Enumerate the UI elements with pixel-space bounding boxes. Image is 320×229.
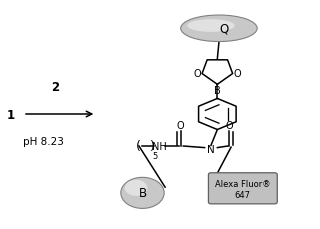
Text: N: N — [207, 145, 215, 155]
Text: O: O — [226, 120, 233, 130]
Text: ): ) — [150, 139, 155, 152]
Text: 2: 2 — [51, 81, 59, 94]
Circle shape — [125, 180, 148, 196]
FancyBboxPatch shape — [208, 173, 277, 204]
Text: 647: 647 — [235, 190, 251, 199]
Text: B: B — [139, 187, 147, 199]
Text: O: O — [177, 120, 185, 130]
Text: Alexa Fluor®: Alexa Fluor® — [215, 180, 271, 189]
Text: Q: Q — [219, 23, 228, 36]
Text: O: O — [234, 69, 241, 79]
Circle shape — [121, 177, 164, 209]
Text: 5: 5 — [152, 151, 158, 160]
Text: NH: NH — [152, 141, 166, 151]
Text: 1: 1 — [7, 108, 15, 121]
Ellipse shape — [187, 20, 235, 33]
Text: B: B — [214, 86, 221, 96]
Text: pH 8.23: pH 8.23 — [23, 137, 64, 147]
Text: (: ( — [136, 139, 141, 152]
Ellipse shape — [181, 16, 257, 42]
Text: O: O — [194, 69, 201, 79]
